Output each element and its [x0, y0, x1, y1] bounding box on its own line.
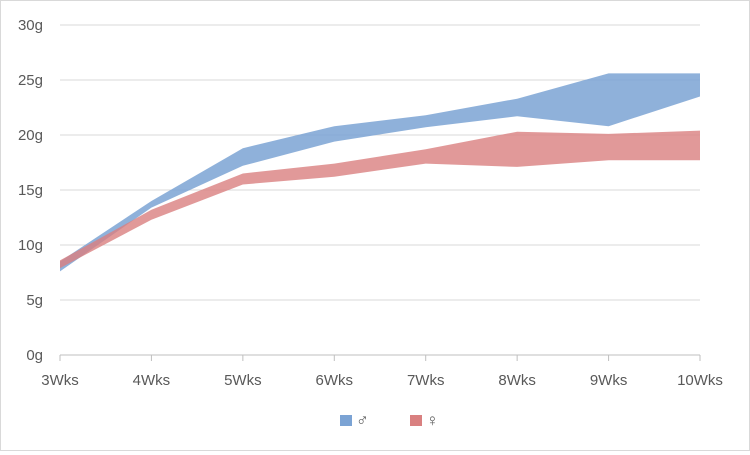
legend: ♂ ♀ — [340, 411, 439, 430]
series-band-female — [60, 130, 700, 269]
y-tick-label: 5g — [26, 292, 43, 309]
y-tick-label: 25g — [18, 72, 43, 89]
y-tick-label: 0g — [26, 347, 43, 364]
y-tick-label: 30g — [18, 17, 43, 34]
x-tick-label: 3Wks — [41, 372, 79, 389]
y-axis-tick-labels: 0g 5g 10g 15g 20g 25g 30g — [18, 17, 43, 364]
y-tick-label: 20g — [18, 127, 43, 144]
legend-swatch — [410, 415, 422, 426]
x-tick-label: 7Wks — [407, 372, 445, 389]
x-tick-label: 9Wks — [590, 372, 628, 389]
x-tick-label: 10Wks — [677, 372, 723, 389]
series-band-male — [60, 73, 700, 272]
x-tick-label: 8Wks — [498, 372, 536, 389]
x-tick-label: 6Wks — [316, 372, 354, 389]
gridlines — [60, 24, 700, 301]
legend-label: ♀ — [426, 411, 439, 430]
legend-label: ♂ — [356, 411, 369, 430]
y-tick-label: 15g — [18, 182, 43, 199]
legend-swatch — [340, 415, 352, 426]
x-axis: 3Wks 4Wks 5Wks 6Wks 7Wks 8Wks 9Wks 10Wks — [41, 354, 723, 389]
x-tick-label: 4Wks — [133, 372, 171, 389]
x-tick-label: 5Wks — [224, 372, 262, 389]
y-tick-label: 10g — [18, 237, 43, 254]
series-bands — [60, 73, 700, 272]
